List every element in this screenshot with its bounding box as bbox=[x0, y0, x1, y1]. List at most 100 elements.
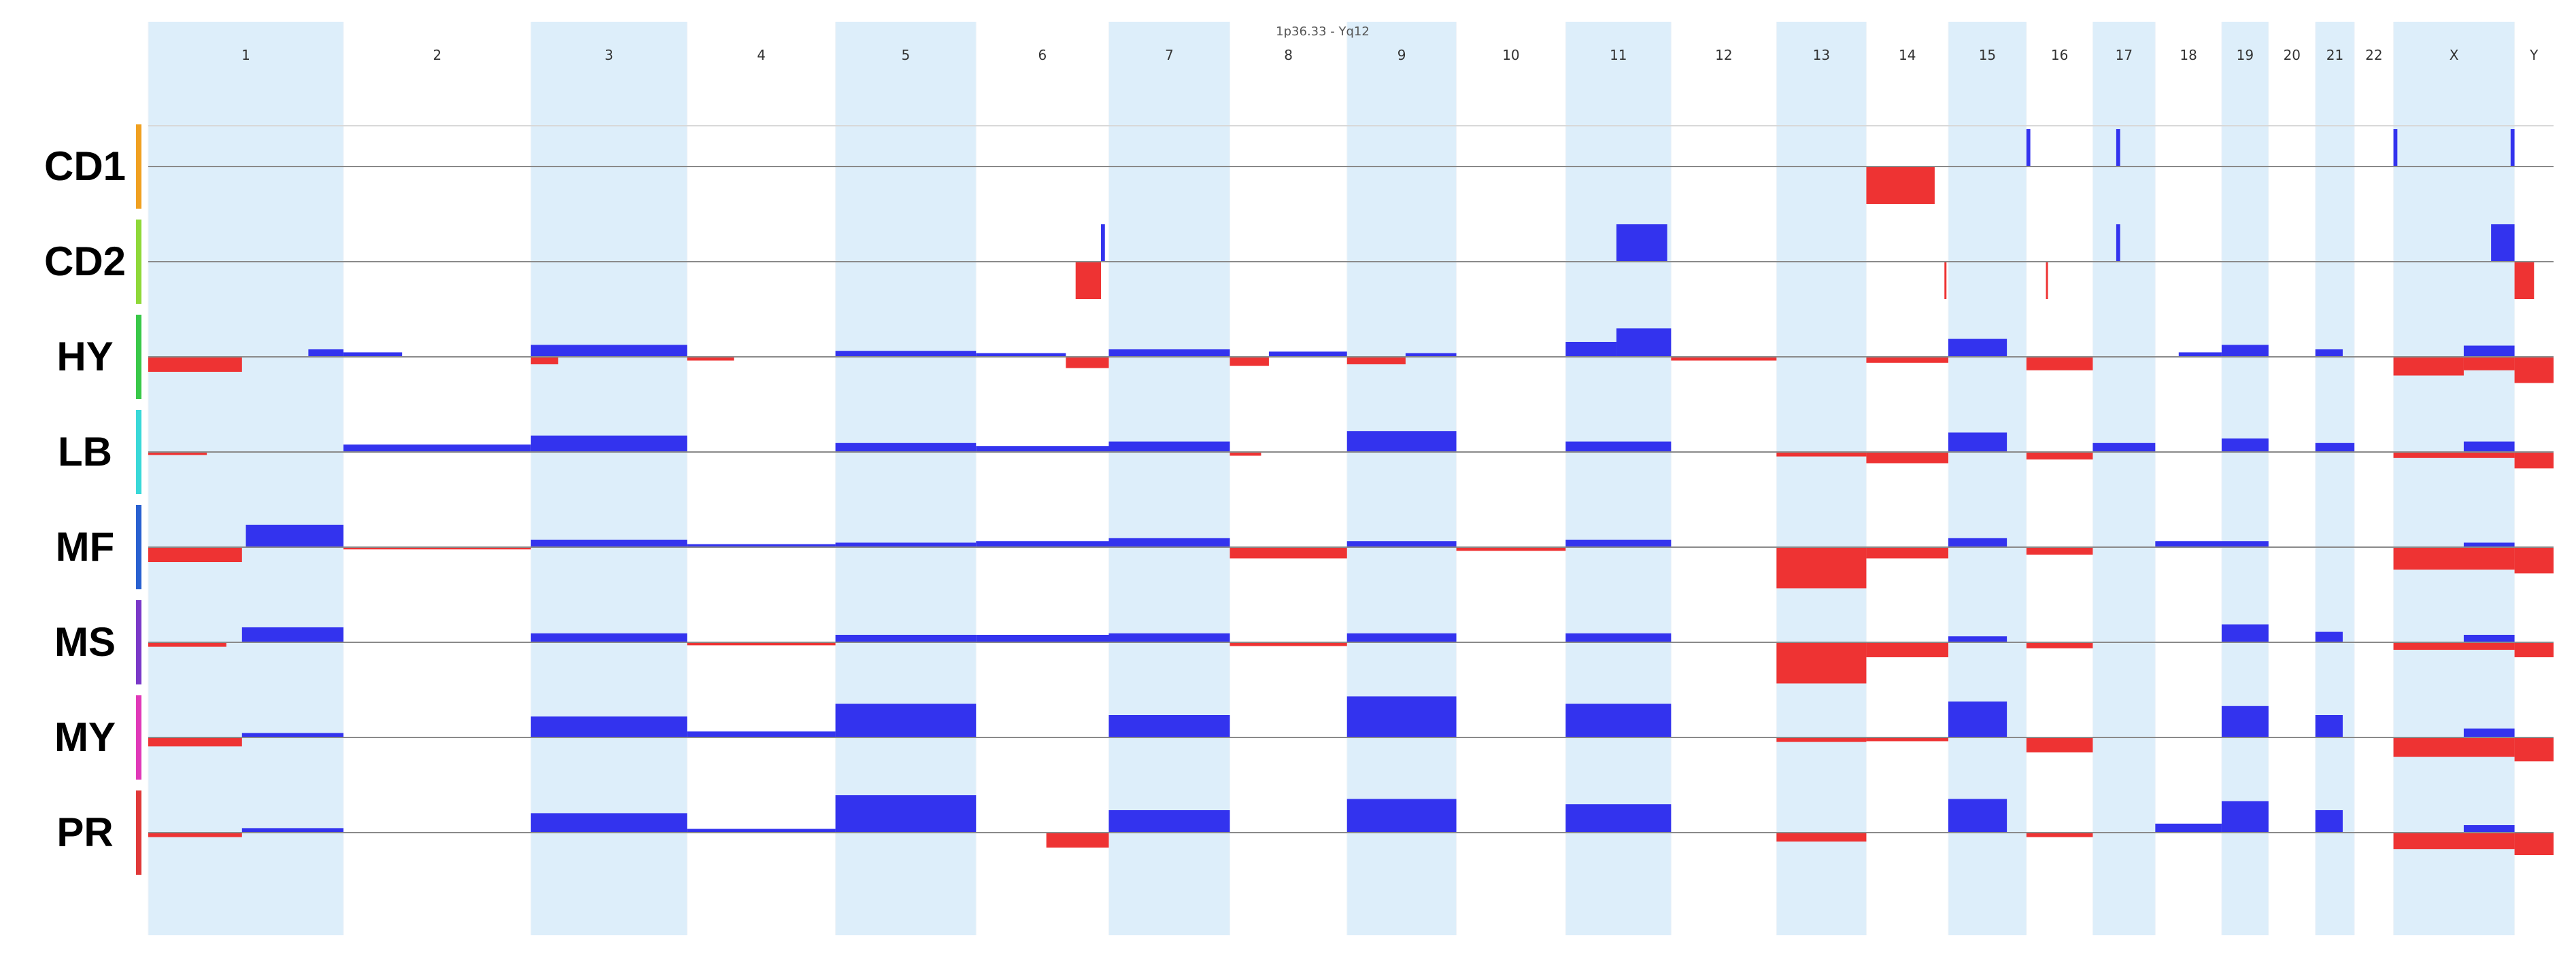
gain-segment bbox=[1346, 799, 1457, 833]
sample-label-MS: MS bbox=[54, 619, 116, 665]
gain-segment bbox=[2463, 345, 2515, 357]
chromosome-label-12: 12 bbox=[1715, 47, 1732, 63]
loss-segment bbox=[1230, 357, 1269, 366]
gain-segment bbox=[1101, 224, 1105, 262]
gain-segment bbox=[1108, 810, 1230, 833]
chromosome-label-20: 20 bbox=[2284, 47, 2301, 63]
gain-segment bbox=[1108, 715, 1230, 737]
gain-segment bbox=[343, 352, 403, 357]
gain-segment bbox=[2221, 624, 2269, 642]
gain-segment bbox=[2155, 823, 2222, 833]
chromosome-label-X: X bbox=[2450, 47, 2459, 63]
loss-segment bbox=[2026, 642, 2093, 648]
loss-segment bbox=[1066, 357, 1109, 368]
chromosome-band-17 bbox=[2092, 22, 2156, 935]
loss-segment bbox=[343, 547, 531, 550]
gain-segment bbox=[835, 442, 977, 452]
loss-segment bbox=[2026, 833, 2093, 837]
gain-segment bbox=[343, 445, 531, 452]
sample-label-HY: HY bbox=[56, 334, 113, 379]
sample-label-CD2: CD2 bbox=[44, 239, 126, 284]
track-MS: MS bbox=[54, 600, 2554, 684]
loss-segment bbox=[530, 357, 558, 364]
chromosome-label-4: 4 bbox=[757, 47, 766, 63]
chromosome-label-19: 19 bbox=[2237, 47, 2254, 63]
chromosome-band-13 bbox=[1776, 22, 1867, 935]
chromosome-label-13: 13 bbox=[1813, 47, 1830, 63]
gain-segment bbox=[1108, 349, 1230, 357]
gain-segment bbox=[241, 733, 344, 737]
loss-segment bbox=[148, 833, 242, 837]
track-MY: MY bbox=[54, 695, 2554, 780]
gain-segment bbox=[976, 635, 1109, 642]
sample-label-PR: PR bbox=[56, 810, 113, 855]
gain-segment bbox=[1948, 538, 2007, 547]
gain-segment bbox=[530, 813, 688, 833]
gain-segment bbox=[2463, 728, 2515, 737]
loss-segment bbox=[2393, 357, 2464, 376]
chromosome-band-15 bbox=[1948, 22, 2027, 935]
gain-segment bbox=[976, 446, 1109, 452]
loss-segment bbox=[1776, 452, 1867, 457]
gain-segment bbox=[2221, 345, 2269, 357]
track-LB: LB bbox=[58, 410, 2554, 494]
gain-segment bbox=[2116, 224, 2120, 262]
loss-segment bbox=[2514, 262, 2535, 299]
track-CD2: CD2 bbox=[44, 220, 2554, 304]
loss-segment bbox=[2463, 357, 2515, 370]
loss-segment bbox=[2514, 452, 2554, 469]
gain-segment bbox=[687, 544, 836, 547]
chromosome-band-11 bbox=[1565, 22, 1672, 935]
gain-segment bbox=[976, 353, 1066, 357]
gain-segment bbox=[1346, 633, 1457, 642]
track-MF: MF bbox=[56, 505, 2554, 589]
chromosome-label-5: 5 bbox=[902, 47, 911, 63]
loss-segment bbox=[2026, 357, 2093, 370]
gain-segment bbox=[1405, 353, 1457, 357]
loss-segment bbox=[1866, 737, 1949, 742]
loss-segment bbox=[1230, 642, 1347, 646]
chromosome-label-14: 14 bbox=[1899, 47, 1916, 63]
loss-segment bbox=[2393, 833, 2515, 850]
sample-color-bar bbox=[136, 315, 141, 399]
gain-segment bbox=[835, 795, 977, 833]
gain-segment bbox=[976, 541, 1109, 547]
gain-segment bbox=[1616, 224, 1667, 262]
chromosome-header: 1p36.33 - Yq12 1 2 3 4 5 6 7 8 9 10 11 12 13 14 15 16 17… bbox=[148, 24, 2554, 126]
chromosome-label-17: 17 bbox=[2116, 47, 2133, 63]
gain-segment bbox=[2315, 715, 2343, 737]
gain-segment bbox=[2463, 441, 2515, 452]
loss-segment bbox=[2393, 737, 2515, 757]
gain-segment bbox=[2463, 635, 2515, 642]
gain-segment bbox=[2315, 442, 2355, 452]
chromosome-band-5 bbox=[835, 22, 977, 935]
gain-segment bbox=[687, 731, 836, 737]
chromosome-label-10: 10 bbox=[1502, 47, 1519, 63]
gain-segment bbox=[835, 351, 977, 357]
gain-segment bbox=[2393, 129, 2398, 167]
loss-segment bbox=[2026, 737, 2093, 752]
loss-segment bbox=[2026, 547, 2093, 555]
chromosome-label-11: 11 bbox=[1610, 47, 1627, 63]
gain-segment bbox=[2315, 349, 2343, 357]
loss-segment bbox=[2514, 357, 2554, 383]
chromosome-label-18: 18 bbox=[2180, 47, 2197, 63]
gain-segment bbox=[1565, 633, 1672, 642]
sample-color-bar bbox=[136, 124, 141, 209]
chromosome-bands bbox=[148, 22, 2515, 935]
gain-segment bbox=[2221, 706, 2269, 737]
loss-segment bbox=[148, 547, 242, 562]
chromosome-band-19 bbox=[2221, 22, 2269, 935]
chromosome-label-2: 2 bbox=[433, 47, 442, 63]
gain-segment bbox=[1565, 804, 1672, 833]
chromosome-label-22: 22 bbox=[2365, 47, 2382, 63]
chart-title: 1p36.33 - Yq12 bbox=[1276, 24, 1370, 39]
loss-segment bbox=[1346, 357, 1406, 364]
gain-segment bbox=[2221, 438, 2269, 452]
gain-segment bbox=[835, 703, 977, 737]
gain-segment bbox=[308, 349, 344, 357]
sample-color-bar bbox=[136, 790, 141, 875]
gain-segment bbox=[2178, 352, 2222, 357]
chromosome-label-15: 15 bbox=[1979, 47, 1996, 63]
loss-segment bbox=[148, 737, 242, 747]
